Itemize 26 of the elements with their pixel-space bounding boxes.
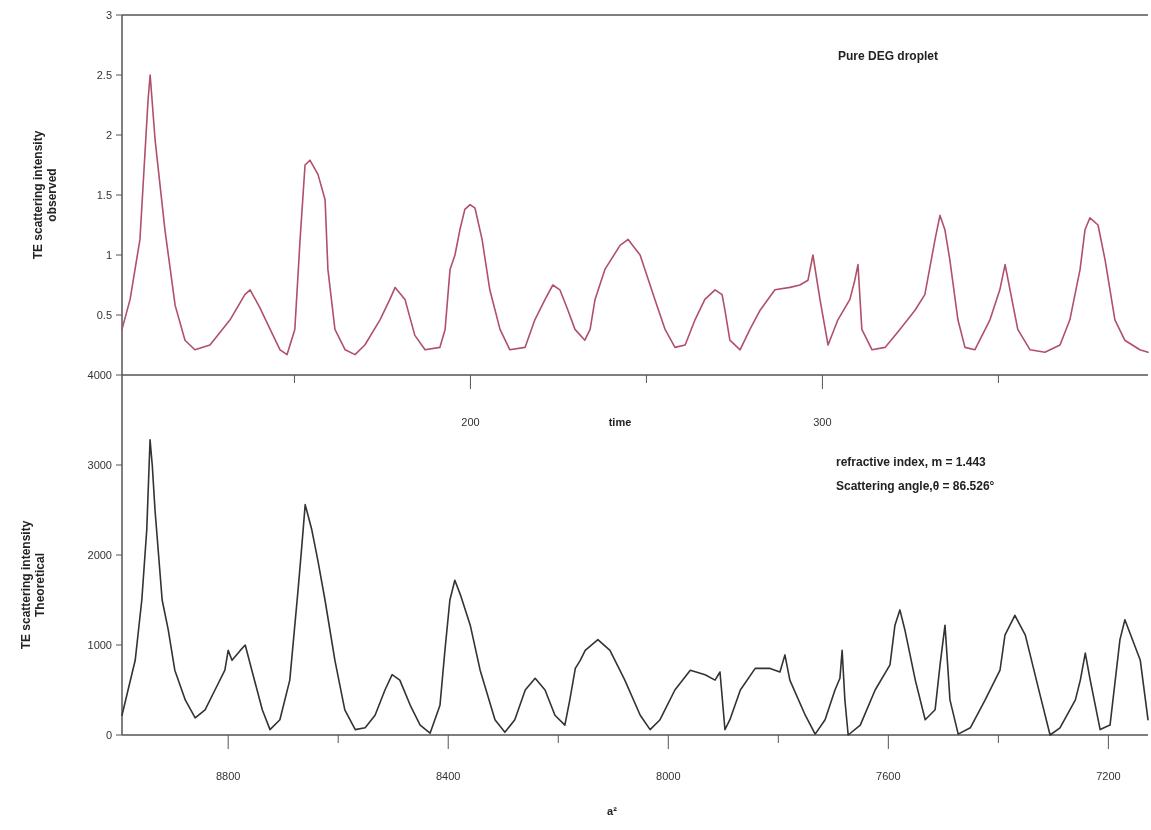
y-tick-label: 1 bbox=[105, 248, 112, 261]
x-tick-label: 7600 bbox=[876, 770, 901, 782]
y-tick-label: 3000 bbox=[87, 458, 112, 471]
line-series bbox=[121, 74, 1149, 356]
x-tick-label: 8400 bbox=[435, 770, 461, 782]
annotation: Pure DEG droplet bbox=[838, 49, 939, 63]
x-tick-label: 8800 bbox=[215, 770, 241, 782]
x-tick-label: 7200 bbox=[1096, 770, 1121, 782]
y-tick-label: 0 bbox=[105, 728, 112, 741]
y-tick-label: 1.5 bbox=[96, 188, 112, 201]
y-axis-title: TE scattering intensity observed bbox=[31, 130, 59, 260]
y-tick-label: 4000 bbox=[87, 368, 112, 381]
y-axis-title: TE scattering intensity Theoretical bbox=[19, 520, 47, 650]
y-tick-label: 3 bbox=[105, 8, 112, 21]
x-axis-title: time bbox=[608, 416, 632, 428]
annotation: Scattering angle,θ = 86.526° bbox=[836, 479, 995, 493]
y-tick-label: 2 bbox=[105, 128, 112, 141]
y-tick-label: 0.5 bbox=[96, 308, 112, 321]
x-tick-label: 300 bbox=[813, 416, 832, 428]
y-tick-label: 2.5 bbox=[96, 68, 112, 81]
y-tick-label: 1000 bbox=[87, 638, 112, 651]
y-tick-label: 2000 bbox=[87, 548, 112, 561]
x-axis-title: a² bbox=[607, 805, 618, 817]
x-tick-label: 8000 bbox=[656, 770, 681, 782]
annotation: refractive index, m = 1.443 bbox=[836, 455, 987, 469]
x-tick-label: 200 bbox=[461, 416, 480, 428]
